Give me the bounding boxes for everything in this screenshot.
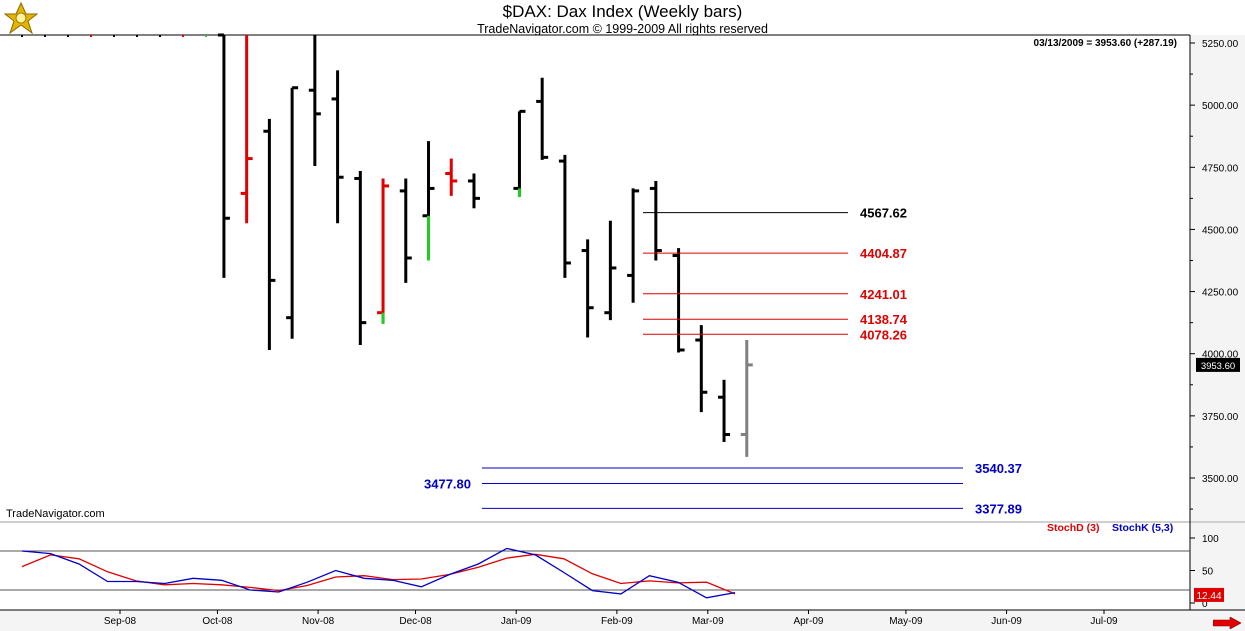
tradenavigator-logo-icon[interactable] [4,2,38,34]
watermark: TradeNavigator.com [6,508,105,520]
price-axis-tick-label: 5000.00 [1202,101,1239,112]
time-axis-tick-label: Jul-09 [1090,616,1118,627]
price-level-label: 4404.87 [860,246,907,261]
price-level-label: 4567.62 [860,206,907,221]
price-axis-tick-label: 3500.00 [1202,474,1239,485]
chart-subtitle: TradeNavigator.com © 1999-2009 All right… [477,22,768,36]
price-axis-tick-label: 4250.00 [1202,288,1239,299]
time-axis-tick-label: Oct-08 [202,616,232,627]
time-axis-tick-label: Sep-08 [104,616,137,627]
time-axis-tick-label: Jan-09 [501,616,532,627]
stoch-axis-tick-label: 100 [1202,534,1219,545]
current-price-label: 3953.60 [1201,361,1235,372]
time-axis-tick-label: May-09 [889,616,923,627]
time-axis-tick-label: Dec-08 [399,616,432,627]
price-axis-background [1190,35,1245,521]
price-level-label: 4241.01 [860,287,907,302]
scroll-right-arrow-icon[interactable] [1213,617,1241,629]
stochd-line [21,553,736,595]
stochd-legend: StochD (3) [1047,522,1100,534]
current-price-box [1196,357,1240,372]
price-axis-tick-label: 4500.00 [1202,225,1239,236]
stoch-value-label: 12.44 [1196,591,1221,602]
price-axis-tick-label: 3750.00 [1202,412,1239,423]
price-axis-tick-label: 4750.00 [1202,163,1239,174]
price-axis-tick-label: 4000.00 [1202,350,1239,361]
stochk-legend: StochK (5,3) [1112,522,1174,534]
stoch-value-box [1194,587,1224,602]
price-level-label: 4138.74 [860,312,908,327]
stoch-axis-tick-label: 0 [1202,599,1208,610]
price-readout: 03/13/2009 = 3953.60 (+287.19) [1033,38,1177,49]
time-axis-tick-label: Mar-09 [692,616,724,627]
price-axis-tick-label: 5250.00 [1202,39,1239,50]
time-axis-background [0,610,1245,631]
price-level-label: 3477.80 [424,477,471,492]
stochk-line [21,547,736,599]
stoch-axis-tick-label: 50 [1202,567,1214,578]
price-level-label: 4078.26 [860,327,907,342]
time-axis-tick-label: Apr-09 [793,616,823,627]
time-axis-tick-label: Feb-09 [601,616,633,627]
time-axis-tick-label: Nov-08 [302,616,335,627]
panel-divider [0,521,1245,523]
price-level-label: 3377.89 [975,501,1022,516]
time-axis-tick-label: Jun-09 [991,616,1022,627]
chart-title: $DAX: Dax Index (Weekly bars) [502,2,743,21]
price-level-label: 3540.37 [975,461,1022,476]
